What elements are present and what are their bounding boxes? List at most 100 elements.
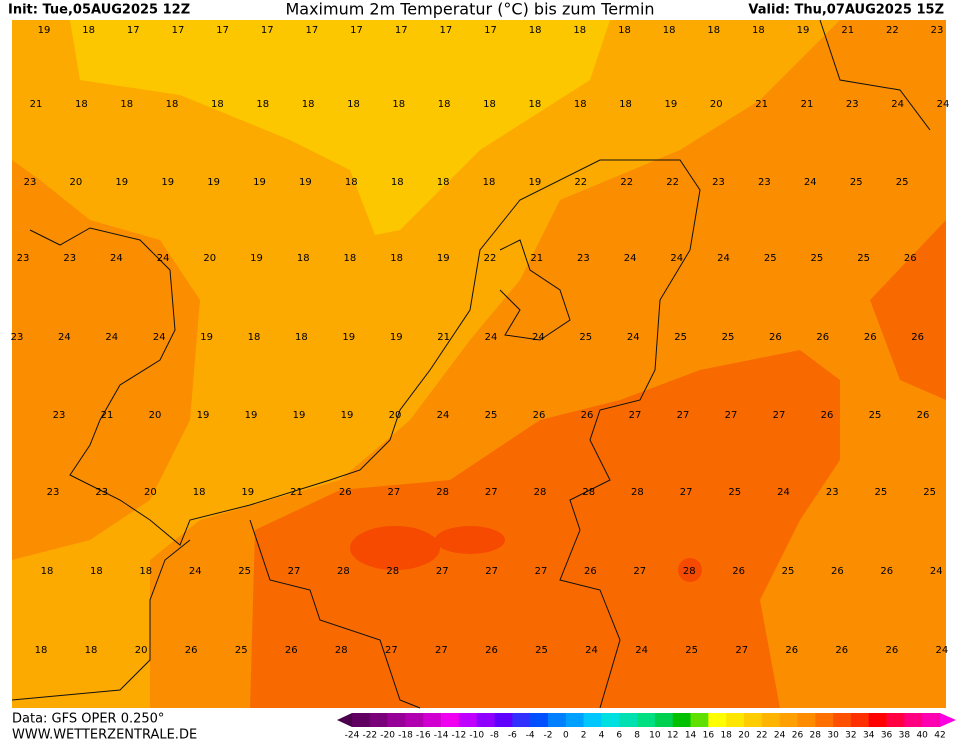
data-source: Data: GFS OPER 0.250° bbox=[12, 712, 164, 727]
temp-value: 25 bbox=[764, 253, 777, 264]
temp-value: 20 bbox=[710, 99, 723, 110]
temp-field bbox=[870, 220, 946, 400]
temp-value: 17 bbox=[216, 25, 229, 36]
temp-value: 19 bbox=[665, 99, 678, 110]
temp-value: 20 bbox=[389, 410, 402, 421]
temp-value: 18 bbox=[483, 177, 496, 188]
scale-label: 26 bbox=[792, 731, 804, 741]
temp-value: 28 bbox=[436, 487, 449, 498]
temp-value: 23 bbox=[826, 487, 839, 498]
map-title: Maximum 2m Temperatur (°C) bis zum Termi… bbox=[285, 0, 654, 19]
color-swatch bbox=[405, 713, 424, 727]
temp-value: 19 bbox=[299, 177, 312, 188]
temp-value: 26 bbox=[785, 645, 798, 656]
temp-value: 18 bbox=[248, 332, 261, 343]
temp-value: 24 bbox=[58, 332, 71, 343]
temp-value: 18 bbox=[573, 25, 586, 36]
temp-value: 25 bbox=[722, 332, 735, 343]
temp-value: 26 bbox=[185, 645, 198, 656]
scale-label: 4 bbox=[599, 731, 605, 741]
temp-value: 18 bbox=[85, 645, 98, 656]
color-swatch bbox=[512, 713, 531, 727]
temp-value: 18 bbox=[35, 645, 48, 656]
color-swatch bbox=[886, 713, 905, 727]
temp-value: 25 bbox=[238, 566, 251, 577]
temp-value: 18 bbox=[483, 99, 496, 110]
scale-label: -16 bbox=[416, 731, 431, 741]
temp-value: 21 bbox=[530, 253, 543, 264]
scale-label: 36 bbox=[881, 731, 893, 741]
temp-value: 19 bbox=[293, 410, 306, 421]
temp-field bbox=[678, 558, 702, 582]
temp-value: 17 bbox=[439, 25, 452, 36]
scale-label: 8 bbox=[634, 731, 640, 741]
temp-value: 26 bbox=[732, 566, 745, 577]
temp-field bbox=[350, 526, 440, 570]
temp-value: 25 bbox=[485, 410, 498, 421]
scale-label: -12 bbox=[452, 731, 467, 741]
temp-value: 18 bbox=[391, 177, 404, 188]
temp-value: 26 bbox=[816, 332, 829, 343]
temp-value: 24 bbox=[936, 645, 949, 656]
temp-value: 19 bbox=[38, 25, 51, 36]
temp-value: 26 bbox=[885, 645, 898, 656]
temp-value: 27 bbox=[485, 487, 498, 498]
color-swatch bbox=[458, 713, 478, 727]
temp-value: 18 bbox=[574, 99, 587, 110]
temp-value: 18 bbox=[139, 566, 152, 577]
scale-label: 40 bbox=[916, 731, 928, 741]
temp-value: 19 bbox=[200, 332, 213, 343]
temp-value: 28 bbox=[582, 487, 595, 498]
temp-value: 21 bbox=[755, 99, 768, 110]
temp-value: 24 bbox=[624, 253, 637, 264]
color-swatch bbox=[548, 713, 567, 727]
temp-value: 27 bbox=[436, 566, 449, 577]
scale-label: 34 bbox=[863, 731, 875, 741]
temp-value: 23 bbox=[11, 332, 24, 343]
temp-value: 19 bbox=[390, 332, 403, 343]
temp-value: 19 bbox=[207, 177, 220, 188]
color-swatch bbox=[387, 713, 406, 727]
temp-value: 24 bbox=[532, 332, 545, 343]
temp-value: 24 bbox=[930, 566, 943, 577]
temp-value: 18 bbox=[211, 99, 224, 110]
temp-value: 24 bbox=[105, 332, 118, 343]
temp-value: 19 bbox=[241, 487, 254, 498]
temp-value: 26 bbox=[821, 410, 834, 421]
temp-value: 17 bbox=[350, 25, 363, 36]
temp-value: 19 bbox=[341, 410, 354, 421]
color-swatch bbox=[423, 713, 442, 727]
color-swatch bbox=[904, 713, 923, 727]
scale-label: -22 bbox=[362, 731, 377, 741]
scale-label: 0 bbox=[563, 731, 569, 741]
color-swatch bbox=[850, 713, 870, 727]
temp-value: 27 bbox=[535, 566, 548, 577]
temp-value: 18 bbox=[347, 99, 360, 110]
scale-label: 32 bbox=[845, 731, 856, 741]
color-swatch bbox=[476, 713, 495, 727]
color-swatch bbox=[797, 713, 816, 727]
color-swatch bbox=[744, 713, 763, 727]
temp-value: 17 bbox=[261, 25, 274, 36]
color-scale: -24 -22 -20 -18 -16 -14 -12 -10 -8 -6 -4 -2 0 2 4 6 8 10 1… bbox=[337, 713, 956, 741]
temp-value: 18 bbox=[75, 99, 88, 110]
temp-value: 18 bbox=[344, 253, 357, 264]
temp-value: 21 bbox=[841, 25, 854, 36]
scale-label: -8 bbox=[490, 731, 499, 741]
temp-value: 23 bbox=[63, 253, 76, 264]
temp-value: 18 bbox=[90, 566, 103, 577]
temp-value: 27 bbox=[677, 410, 690, 421]
temp-value: 26 bbox=[285, 645, 298, 656]
temp-value: 25 bbox=[235, 645, 248, 656]
temp-value: 18 bbox=[663, 25, 676, 36]
temp-value: 26 bbox=[584, 566, 597, 577]
color-swatch bbox=[868, 713, 887, 727]
temp-value: 18 bbox=[528, 99, 541, 110]
scale-label: -24 bbox=[345, 731, 360, 741]
temp-value: 24 bbox=[670, 253, 683, 264]
temp-value: 26 bbox=[904, 253, 917, 264]
temp-value: 18 bbox=[707, 25, 720, 36]
temp-value: 25 bbox=[857, 253, 870, 264]
